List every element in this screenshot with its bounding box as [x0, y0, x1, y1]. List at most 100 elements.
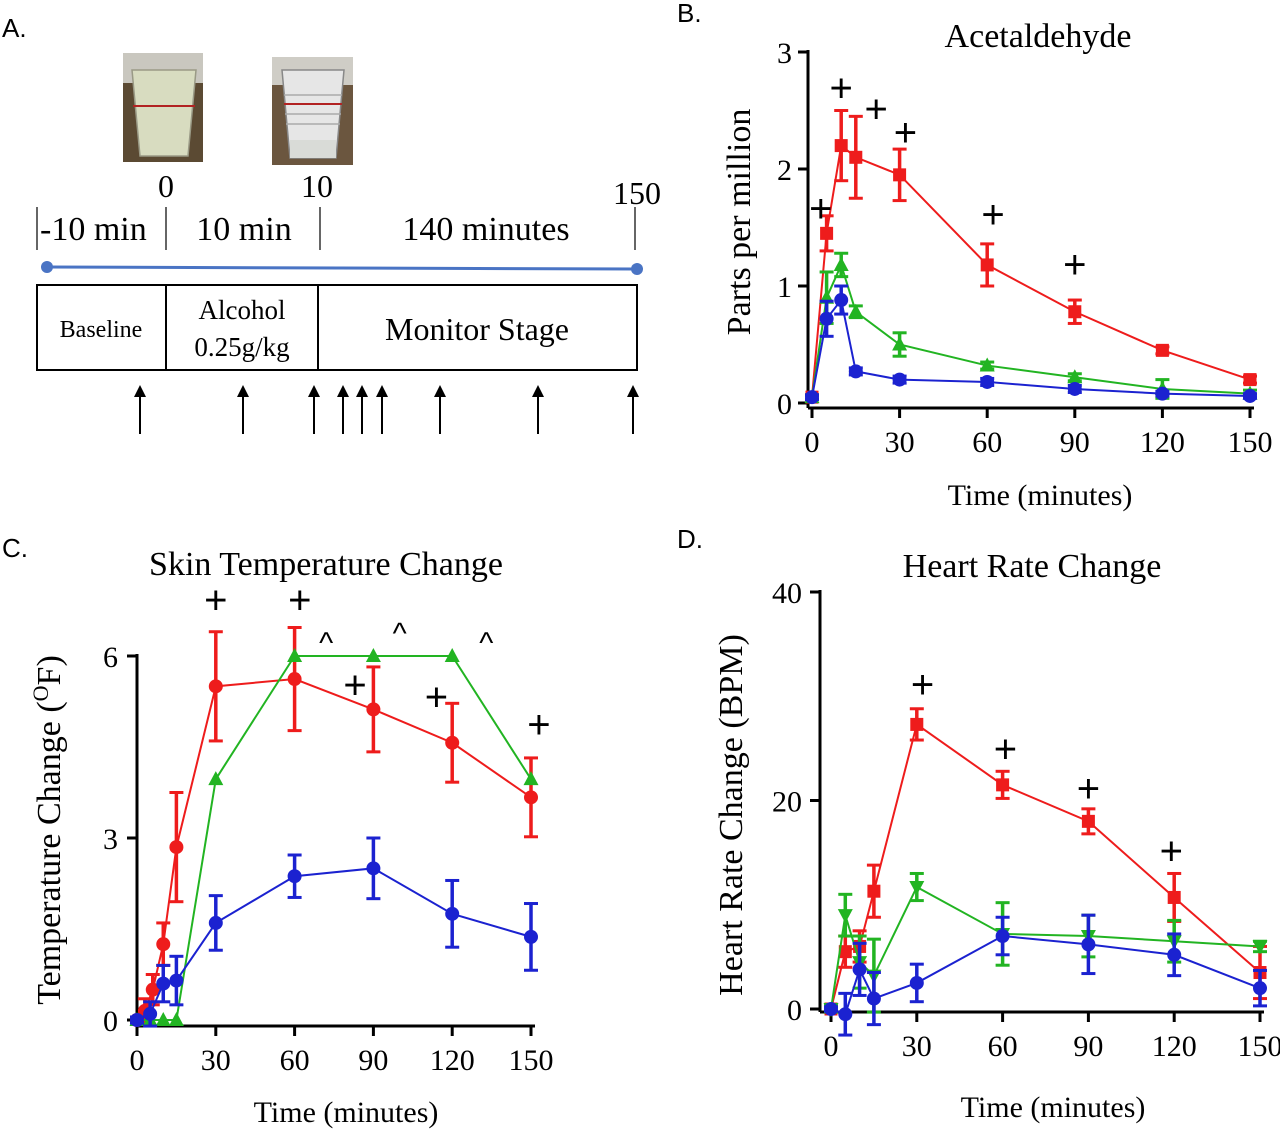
chart-c-xlabel: Time (minutes) — [254, 1096, 439, 1129]
significance-marker: ^ — [479, 627, 493, 660]
x-tick-label: 120 — [1140, 426, 1185, 459]
chart-d-ylabel: Heart Rate Change (BPM) — [713, 634, 750, 996]
segment-alcohol-duration: 10 min — [196, 211, 291, 248]
x-tick-label: 30 — [902, 1030, 932, 1063]
panel-b: B. Acetaldehyde Time (minutes) Parts per… — [677, 0, 1273, 512]
data-point — [980, 374, 995, 389]
series-line — [811, 143, 1251, 398]
data-point — [848, 364, 863, 379]
series-red — [824, 707, 1267, 1016]
baseline-box-label: Baseline — [60, 317, 143, 343]
alcohol-dose-label: 0.25g/kg — [194, 332, 289, 362]
data-point — [893, 168, 907, 182]
data-point — [208, 915, 223, 930]
series-red — [805, 109, 1257, 404]
data-point — [837, 909, 853, 924]
chart-c-ylabel: Temperature Change (OF) — [28, 655, 68, 1005]
x-tick-label: 90 — [1060, 426, 1090, 459]
x-tick-label: 0 — [130, 1044, 145, 1077]
chart-b-xlabel: Time (minutes) — [948, 479, 1133, 512]
x-tick-label: 90 — [1073, 1030, 1103, 1063]
chart-c-title: Skin Temperature Change — [149, 546, 503, 583]
photo-time-0: 0 — [158, 168, 174, 204]
data-point — [287, 869, 302, 884]
data-point — [892, 336, 908, 351]
data-point — [824, 1002, 838, 1016]
y-tick-label: 0 — [103, 1005, 118, 1038]
sample-arrows — [134, 385, 639, 434]
data-point — [366, 702, 381, 717]
data-point — [1243, 388, 1257, 403]
sample-arrow-head — [532, 385, 544, 397]
data-point — [1155, 343, 1169, 357]
x-tick-label: 60 — [280, 1044, 310, 1077]
series-line — [811, 262, 1251, 398]
x-tick-label: 60 — [972, 426, 1002, 459]
monitor-box-label: Monitor Stage — [385, 311, 569, 347]
data-point — [838, 1007, 853, 1022]
data-point — [143, 1006, 158, 1021]
x-tick-label: 30 — [885, 426, 915, 459]
data-point — [156, 937, 171, 952]
panel-a-label: A. — [2, 13, 27, 43]
x-tick-label: 150 — [1228, 426, 1273, 459]
series-line — [137, 655, 532, 1021]
data-point — [444, 648, 460, 662]
data-point — [155, 1012, 171, 1026]
data-point — [445, 906, 460, 921]
x-tick-label: 60 — [988, 1030, 1018, 1063]
series-blue — [805, 284, 1257, 405]
data-point — [168, 1012, 184, 1026]
data-point — [1067, 369, 1083, 384]
data-point — [130, 1013, 144, 1027]
glass-photo-empty — [272, 57, 353, 165]
data-point — [867, 884, 881, 898]
data-point — [892, 372, 907, 387]
y-tick-label: 1 — [777, 271, 792, 304]
data-point — [820, 226, 834, 240]
data-point — [819, 311, 834, 326]
y-tick-label: 0 — [787, 994, 802, 1027]
segment-monitor-duration: 140 minutes — [402, 211, 569, 248]
chart-b-ylabel: Parts per million — [721, 109, 758, 336]
data-point — [208, 771, 224, 786]
series-green — [129, 648, 539, 1026]
panel-c: C. Skin Temperature Change Time (minutes… — [2, 533, 554, 1129]
data-point — [145, 982, 160, 997]
significance-marker: + — [343, 663, 366, 707]
data-point — [1067, 381, 1082, 396]
data-point — [1253, 981, 1267, 996]
chart-d-title: Heart Rate Change — [903, 548, 1162, 585]
y-tick-label: 3 — [777, 37, 792, 70]
data-point — [156, 976, 171, 991]
series-green — [804, 251, 1258, 404]
significance-marker: + — [894, 111, 917, 155]
segment-baseline-duration: -10 min — [40, 211, 147, 248]
series-line — [830, 722, 1261, 1010]
data-point — [805, 390, 819, 405]
y-tick-label: 2 — [777, 154, 792, 187]
data-point — [287, 672, 302, 687]
x-tick-label: 150 — [509, 1044, 554, 1077]
x-tick-label: 0 — [824, 1030, 839, 1063]
data-point — [1155, 386, 1170, 401]
series-line — [136, 867, 532, 1021]
data-point — [1167, 947, 1182, 962]
data-point — [169, 840, 184, 855]
data-point — [1252, 940, 1268, 955]
data-point — [524, 929, 538, 944]
data-point — [996, 778, 1010, 792]
significance-marker: + — [527, 703, 550, 747]
sample-arrow-head — [627, 385, 639, 397]
timeline-start-dot — [41, 261, 53, 273]
panel-a: A. 0 10 150 -10 min 10 min 140 minutes — [2, 13, 661, 434]
x-tick-label: 90 — [358, 1044, 388, 1077]
sample-arrow-head — [134, 385, 146, 397]
photo-time-10: 10 — [301, 168, 333, 204]
series-blue — [130, 836, 538, 1028]
data-point — [909, 881, 925, 896]
data-point — [852, 962, 867, 977]
significance-marker: + — [1160, 830, 1183, 874]
series-line — [830, 934, 1261, 1016]
